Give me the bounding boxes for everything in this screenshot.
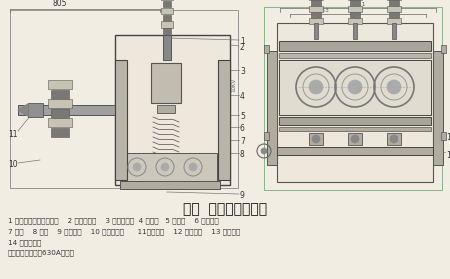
Text: 805: 805 (53, 0, 67, 8)
Bar (279, 53, 431, 58)
Bar (348, 18, 362, 23)
Bar (48, 118, 72, 127)
Bar (387, 6, 401, 11)
Text: 263: 263 (317, 8, 329, 13)
Bar (51, 90, 69, 98)
Bar (309, 18, 323, 23)
Bar (314, 23, 318, 39)
Text: 6: 6 (240, 124, 245, 133)
Text: 7 转轴    8 外壳    9 分闸弹簧    10 电流互感器      11出线套管    12 操作机构    13 传动机构: 7 转轴 8 外壳 9 分闸弹簧 10 电流互感器 11出线套管 12 操作机构… (8, 228, 240, 235)
Bar (267, 51, 277, 165)
Bar (279, 60, 431, 115)
Bar (264, 7, 442, 190)
Bar (161, 8, 173, 14)
Text: 12: 12 (446, 151, 450, 160)
Bar (51, 109, 69, 117)
Bar (163, 15, 171, 21)
Bar (277, 147, 433, 155)
Bar (51, 128, 69, 136)
Bar (348, 6, 362, 11)
Bar (115, 35, 230, 185)
Bar (309, 6, 323, 11)
Bar (311, 0, 321, 6)
Bar (151, 63, 181, 103)
Bar (277, 23, 433, 182)
Text: 7: 7 (240, 137, 245, 146)
Circle shape (161, 163, 169, 171)
Bar (28, 103, 43, 117)
Text: 14 电压互感器: 14 电压互感器 (8, 239, 41, 246)
Circle shape (351, 135, 359, 143)
Bar (392, 23, 396, 39)
Bar (161, 21, 173, 28)
Text: 10: 10 (8, 160, 18, 169)
Bar (10, 10, 238, 188)
Bar (441, 45, 446, 53)
Text: 4: 4 (240, 92, 245, 101)
Bar (264, 132, 269, 140)
Text: 11: 11 (8, 130, 18, 139)
Bar (279, 117, 431, 125)
Circle shape (133, 163, 141, 171)
Circle shape (390, 135, 398, 143)
Bar (125, 153, 217, 181)
Bar (218, 60, 230, 180)
Text: 13: 13 (446, 133, 450, 142)
Bar (163, 28, 171, 35)
Bar (433, 51, 443, 165)
Text: 1111: 1111 (350, 2, 366, 7)
Bar (48, 99, 72, 108)
Bar (163, 1, 171, 7)
Circle shape (309, 80, 323, 94)
Bar (350, 0, 360, 6)
Bar (264, 45, 269, 53)
Circle shape (261, 148, 267, 154)
Bar (18, 105, 115, 115)
Circle shape (348, 80, 362, 94)
Bar (163, 35, 171, 60)
Bar (348, 133, 362, 145)
Text: 10KV: 10KV (231, 78, 236, 92)
Bar (157, 105, 175, 113)
Circle shape (189, 163, 197, 171)
Text: 8: 8 (240, 150, 245, 159)
Circle shape (312, 135, 320, 143)
Bar (279, 41, 431, 51)
Text: 说明：额定电流为630A的尺寸: 说明：额定电流为630A的尺寸 (8, 249, 75, 256)
Text: 5: 5 (240, 112, 245, 121)
Text: 9: 9 (240, 191, 245, 200)
Text: 264: 264 (387, 8, 399, 13)
Bar (389, 0, 399, 6)
Text: 1 导电杆绝缘套管组合体    2 真空灭弧室    3 绝缘隔离罩  4 导电夹   5 软连结    6 绝缘拉杆: 1 导电杆绝缘套管组合体 2 真空灭弧室 3 绝缘隔离罩 4 导电夹 5 软连结… (8, 217, 219, 223)
Bar (353, 23, 357, 39)
Bar (48, 80, 72, 89)
Bar (120, 181, 220, 189)
Bar (311, 12, 321, 18)
Text: 图－  断路器本体结构: 图－ 断路器本体结构 (183, 202, 267, 216)
Bar (350, 12, 360, 18)
Bar (309, 133, 323, 145)
Bar (161, 0, 173, 1)
Circle shape (387, 80, 401, 94)
Text: 2: 2 (240, 43, 245, 52)
Bar (389, 12, 399, 18)
Text: 1: 1 (240, 37, 245, 46)
Text: 3: 3 (240, 67, 245, 76)
Bar (279, 127, 431, 131)
Bar (387, 18, 401, 23)
Bar (115, 60, 127, 180)
Bar (387, 133, 401, 145)
Polygon shape (18, 104, 28, 116)
Bar (441, 132, 446, 140)
